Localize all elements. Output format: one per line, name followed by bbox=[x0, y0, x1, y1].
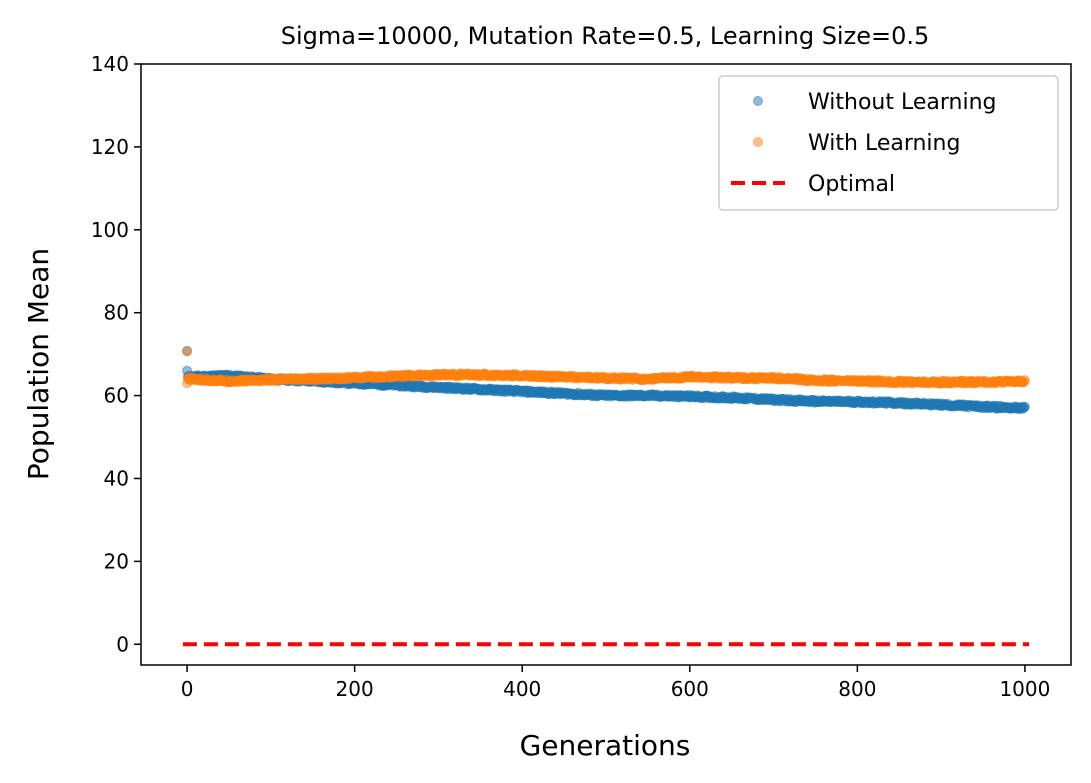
data-point bbox=[1019, 375, 1030, 386]
legend-marker-with-learning bbox=[753, 137, 763, 147]
chart-title: Sigma=10000, Mutation Rate=0.5, Learning… bbox=[281, 22, 930, 50]
data-point bbox=[182, 346, 193, 357]
legend-marker-without-learning bbox=[753, 96, 763, 106]
y-tick-label: 40 bbox=[104, 466, 129, 490]
y-tick-label: 60 bbox=[104, 384, 129, 408]
series-with-learning bbox=[182, 346, 1030, 389]
y-tick-label: 120 bbox=[91, 135, 129, 159]
x-tick-label: 400 bbox=[503, 677, 541, 701]
x-tick-label: 600 bbox=[671, 677, 709, 701]
y-tick-label: 100 bbox=[91, 218, 129, 242]
plot-area bbox=[182, 345, 1030, 647]
y-tick-label: 140 bbox=[91, 52, 129, 76]
x-tick-label: 1000 bbox=[999, 677, 1050, 701]
legend-label-optimal: Optimal bbox=[808, 172, 895, 197]
y-axis-label: Population Mean bbox=[22, 248, 55, 480]
x-tick-label: 800 bbox=[838, 677, 876, 701]
x-axis-label: Generations bbox=[520, 729, 691, 762]
legend-box bbox=[718, 75, 1059, 211]
legend: Without Learning With Learning Optimal bbox=[718, 75, 1059, 211]
plot-frame bbox=[140, 63, 1072, 666]
y-tick-label: 20 bbox=[104, 549, 129, 573]
y-tick-label: 0 bbox=[116, 632, 129, 656]
legend-label-with-learning: With Learning bbox=[808, 131, 960, 156]
legend-label-without-learning: Without Learning bbox=[808, 90, 996, 115]
data-point bbox=[1019, 401, 1030, 412]
x-tick-label: 200 bbox=[336, 677, 374, 701]
x-axis: 0 200 400 600 800 1000 bbox=[181, 665, 1050, 701]
y-axis: 0 20 40 60 80 100 120 140 bbox=[91, 52, 141, 656]
y-tick-label: 80 bbox=[104, 301, 129, 325]
x-tick-label: 0 bbox=[181, 677, 194, 701]
